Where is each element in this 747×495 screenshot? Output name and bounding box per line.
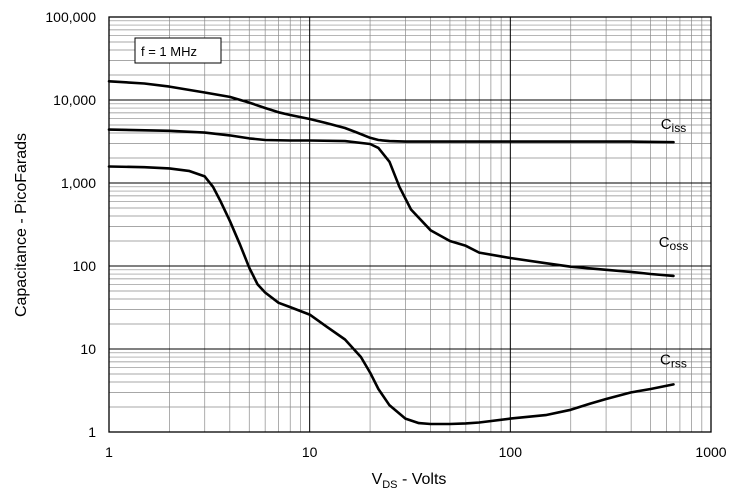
x-tick-label: 1: [105, 444, 113, 460]
series-label-main: C: [660, 352, 671, 369]
x-axis-title-rest: - Volts: [398, 471, 447, 488]
series-line-c-oss: [107, 128, 675, 278]
annotation-text: f = 1 MHz: [141, 44, 197, 59]
y-tick-label: 10: [80, 341, 96, 357]
series-label-c-oss: Coss: [659, 234, 689, 253]
minor-gridlines: [109, 17, 711, 432]
y-axis-title: Capacitance - PicoFarads: [13, 133, 30, 317]
series-label-sub: rss: [671, 357, 687, 371]
x-tick-label: 1000: [695, 444, 726, 460]
y-tick-label: 100: [73, 258, 97, 274]
x-tick-labels: 1 10 100 1000: [105, 444, 727, 460]
y-tick-labels: 1 10 100 1,000 10,000 100,000: [45, 9, 96, 440]
series-label-main: C: [659, 234, 670, 251]
x-axis-title-main: V: [372, 471, 383, 488]
series-label-c-rss: Crss: [660, 352, 687, 371]
series-label-sub: iss: [672, 121, 687, 135]
series-label-main: C: [661, 116, 672, 133]
series-label-sub: oss: [670, 239, 689, 253]
series-line-c-rss: [107, 165, 675, 426]
y-tick-label: 100,000: [45, 9, 96, 25]
annotation-box: f = 1 MHz: [134, 37, 222, 64]
y-tick-label: 10,000: [53, 92, 96, 108]
plot-frame: [108, 16, 712, 433]
series-label-c-iss: Ciss: [661, 116, 687, 135]
x-tick-label: 10: [302, 444, 318, 460]
x-axis-title: VDS - Volts: [372, 471, 447, 491]
y-tick-label: 1: [88, 424, 96, 440]
y-tick-label: 1,000: [61, 175, 96, 191]
annotation-frame: [134, 37, 222, 64]
series-line-c-iss: [107, 80, 675, 144]
x-tick-label: 100: [499, 444, 523, 460]
series-layer: [107, 80, 675, 426]
x-axis-title-sub: DS: [382, 479, 397, 491]
